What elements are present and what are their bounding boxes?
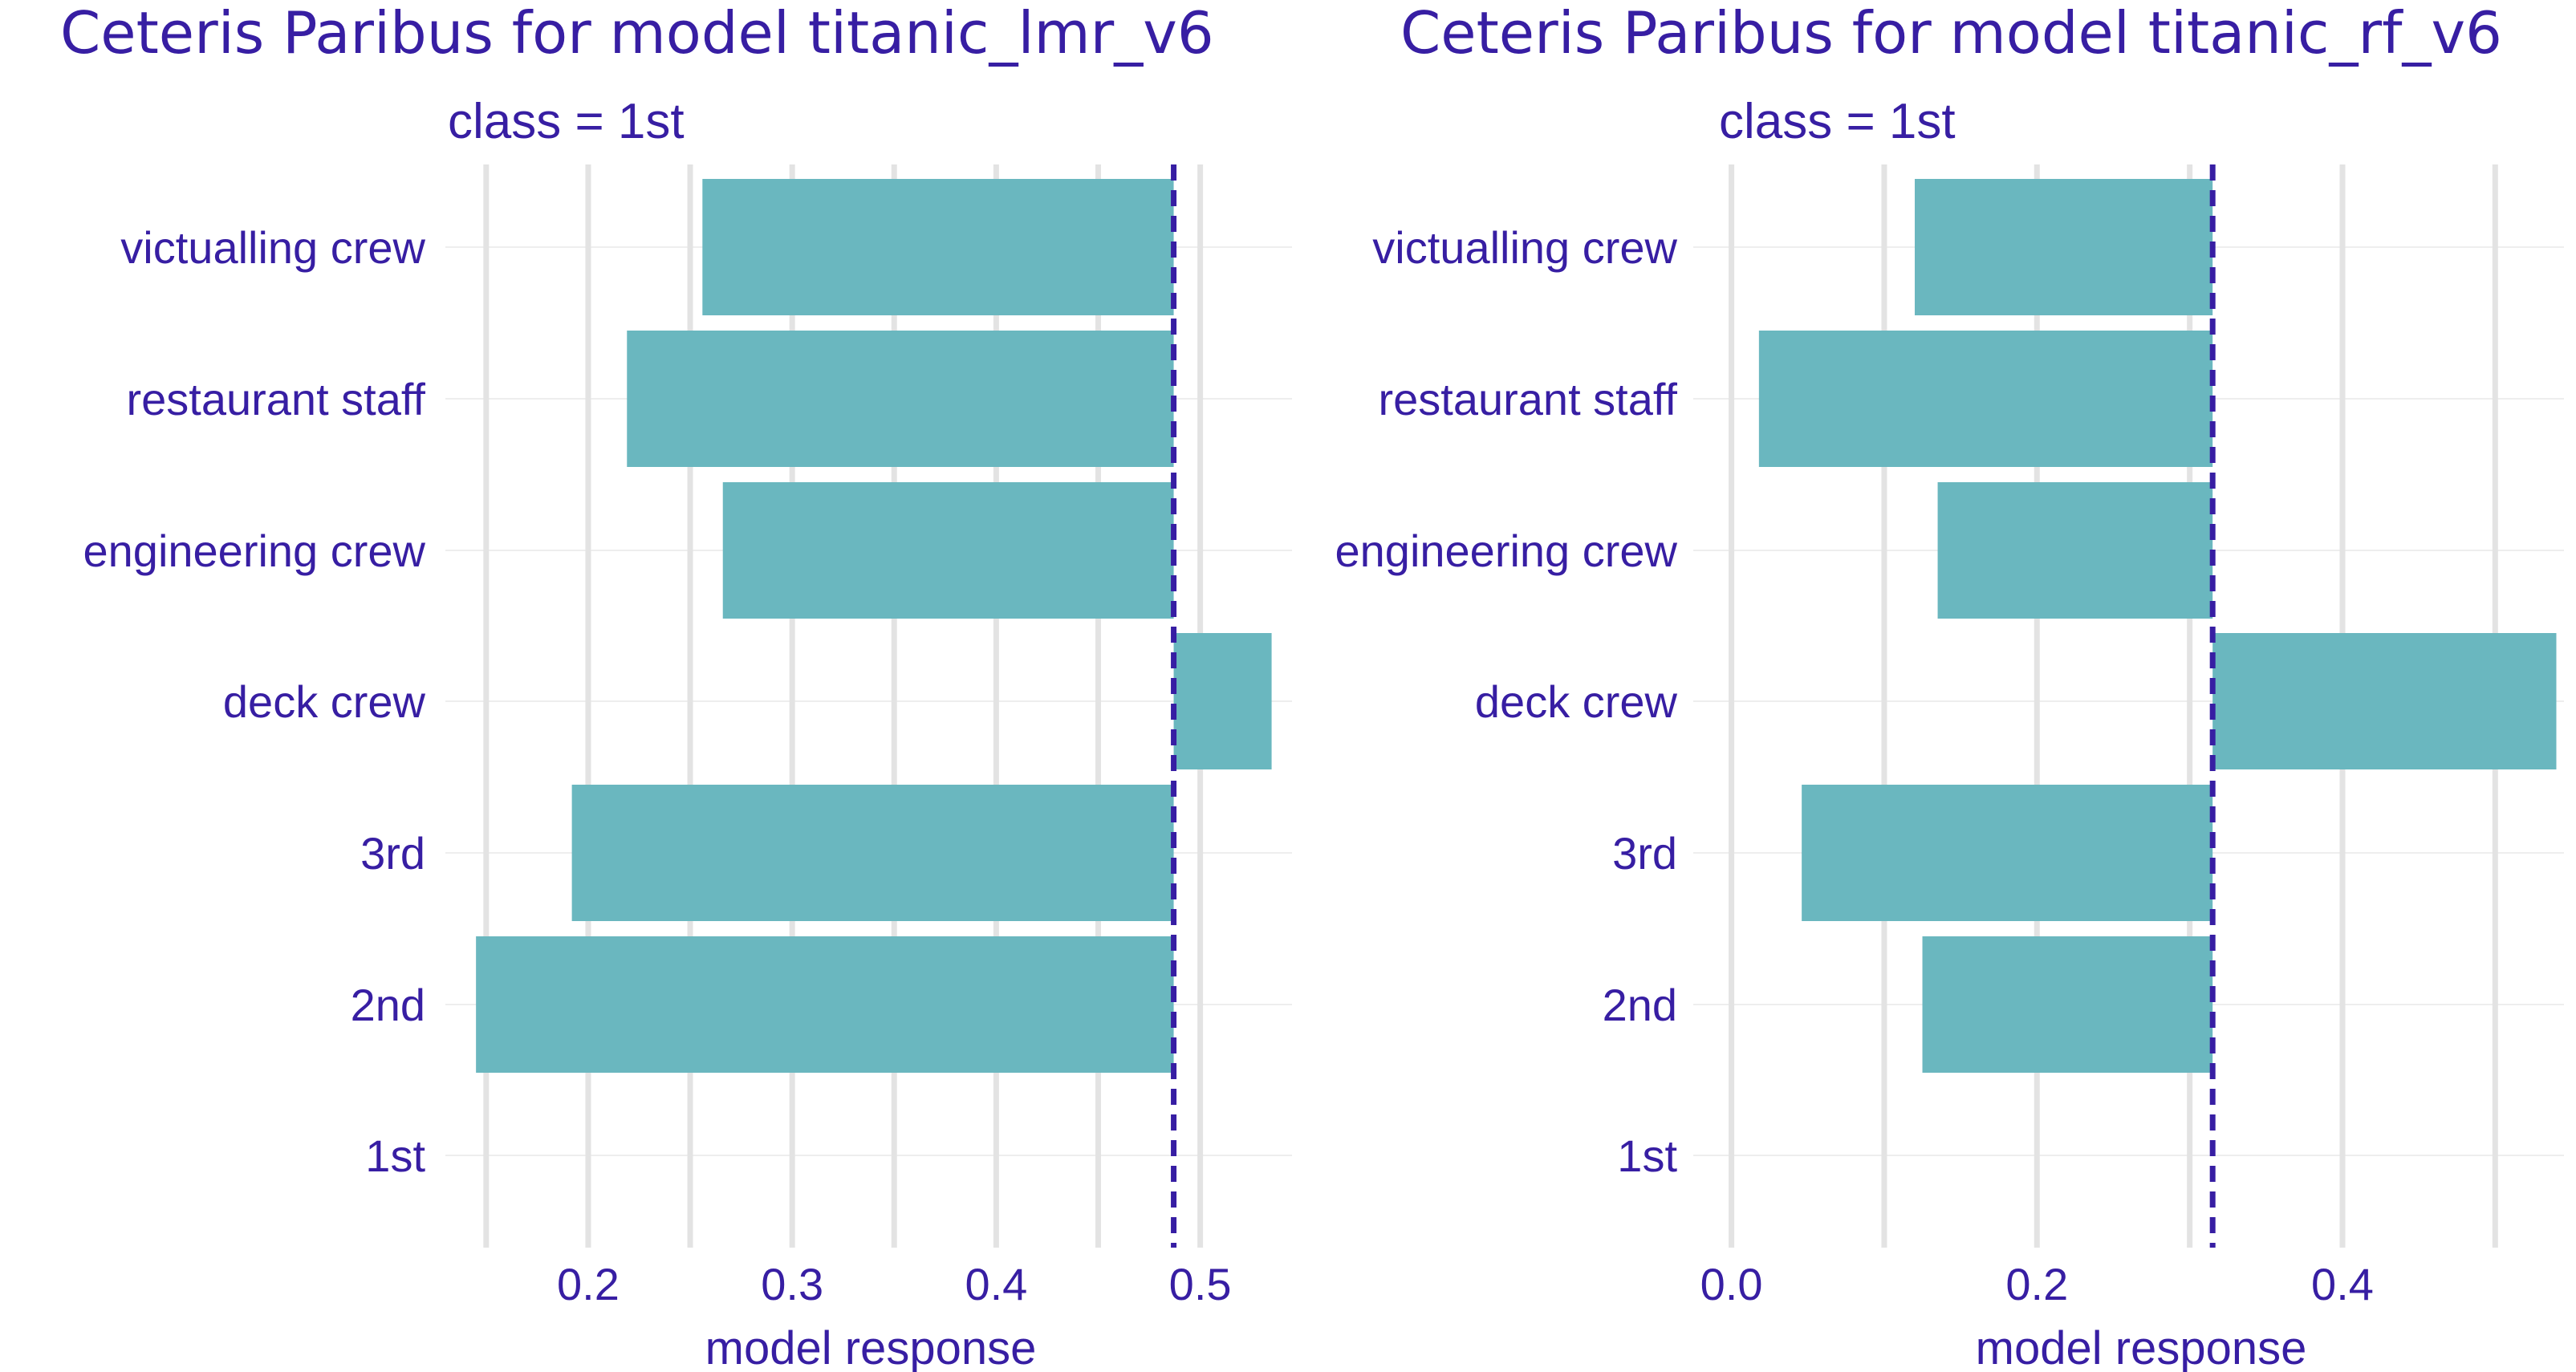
x-axis-label: model response [1976, 1322, 2307, 1372]
y-tick-label: victualling crew [120, 222, 425, 273]
y-tick-label: deck crew [1475, 676, 1678, 727]
x-tick-label: 0.4 [965, 1259, 1027, 1309]
bars [476, 179, 1272, 1073]
bar-restaurant-staff [627, 331, 1174, 467]
bar-victualling-crew [702, 179, 1174, 315]
y-tick-label: 3rd [1612, 828, 1677, 879]
y-tick-label: victualling crew [1372, 222, 1677, 273]
x-tick-labels: 0.0 0.2 0.4 [1700, 1259, 2374, 1309]
y-tick-labels: victualling crew restaurant staff engineer… [1335, 222, 1678, 1181]
y-tick-label: 1st [365, 1130, 425, 1181]
x-tick-label: 0.5 [1169, 1259, 1232, 1309]
y-tick-label: 1st [1617, 1130, 1677, 1181]
y-tick-label: engineering crew [83, 526, 426, 576]
bars [1758, 179, 2557, 1073]
x-axis-label: model response [705, 1322, 1037, 1372]
chart-title: Ceteris Paribus for model titanic_rf_v6 [1400, 0, 2502, 67]
x-tick-label: 0.0 [1700, 1259, 1763, 1309]
y-tick-label: 3rd [360, 828, 425, 879]
bar-deck-crew [1173, 633, 1272, 769]
y-tick-label: restaurant staff [1378, 374, 1677, 424]
y-tick-label: deck crew [223, 676, 426, 727]
x-tick-label: 0.3 [761, 1259, 823, 1309]
bar-deck-crew [2212, 633, 2557, 769]
bar-victualling-crew [1915, 179, 2213, 315]
bar-3rd [571, 785, 1174, 921]
y-tick-label: 2nd [351, 980, 425, 1030]
grid-lines [445, 164, 1292, 1248]
bar-engineering-crew [722, 482, 1174, 619]
y-tick-labels: victualling crew restaurant staff engineer… [83, 222, 426, 1181]
bar-restaurant-staff [1758, 331, 2213, 467]
chart-panel-lmr: victualling crew restaurant staff engineer… [60, 0, 1292, 1372]
x-tick-label: 0.2 [557, 1259, 620, 1309]
chart-title: Ceteris Paribus for model titanic_lmr_v6 [60, 0, 1214, 67]
chart-subtitle: class = 1st [1719, 94, 1956, 149]
bar-3rd [1802, 785, 2213, 921]
x-tick-label: 0.4 [2311, 1259, 2374, 1309]
y-tick-label: restaurant staff [126, 374, 425, 424]
x-tick-labels: 0.2 0.3 0.4 0.5 [557, 1259, 1232, 1309]
bar-engineering-crew [1937, 482, 2213, 619]
y-tick-label: 2nd [1603, 980, 1677, 1030]
bar-2nd [1922, 936, 2213, 1073]
y-tick-label: engineering crew [1335, 526, 1678, 576]
bar-2nd [476, 936, 1174, 1073]
chart-panel-rf: victualling crew restaurant staff engineer… [1335, 0, 2564, 1372]
x-tick-label: 0.2 [2005, 1259, 2068, 1309]
chart-subtitle: class = 1st [448, 94, 685, 149]
